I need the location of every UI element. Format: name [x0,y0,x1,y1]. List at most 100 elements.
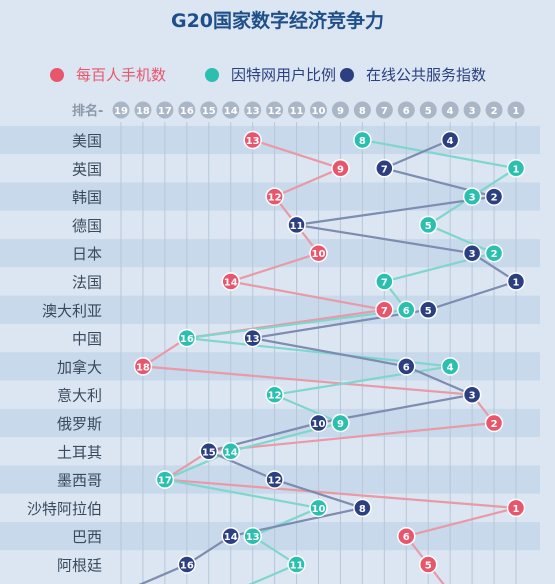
legend-item-online-service: 在线公共服务指数 [340,64,486,85]
data-label-2: 11 [290,221,304,232]
data-label-1: 16 [180,334,194,345]
legend: 每百人手机数 因特网用户比例 在线公共服务指数 [0,64,555,90]
rank-tick-label: 1 [513,106,520,117]
data-label-1: 13 [246,532,260,543]
data-point-2 [243,328,262,348]
data-label-1: 14 [224,447,238,458]
rank-tick-label: 14 [224,106,238,117]
rank-tick-label: 15 [202,106,216,117]
data-point-2 [375,159,394,178]
data-label-1: 5 [425,221,432,232]
rank-tick-label: 3 [469,106,476,117]
data-label-0: 13 [246,136,260,147]
country-label: 法国 [72,274,102,292]
legend-item-mobile: 每百人手机数 [50,64,166,85]
data-point-1 [287,555,306,574]
data-label-1: 3 [469,193,476,204]
rank-tick-circle [112,101,130,119]
data-label-2: 14 [224,532,238,543]
data-point-1 [397,300,416,320]
data-point-2 [484,187,504,206]
rank-tick-circle [288,101,306,119]
data-point-1 [353,130,372,150]
rank-tick-label: 4 [447,106,454,117]
rank-axis-label: 排名- [72,103,103,119]
data-point-2 [440,130,460,150]
data-label-0: 7 [381,306,388,317]
data-point-1 [243,526,262,546]
data-point-0 [309,243,328,263]
rank-tick-label: 10 [312,106,326,117]
rank-tick-label: 18 [136,106,150,117]
data-label-2: 16 [180,561,194,572]
legend-dot-mobile [50,67,64,82]
data-label-0: 10 [312,249,326,260]
rank-tick-label: 12 [268,106,282,117]
data-label-1: 11 [290,561,304,572]
country-label: 俄罗斯 [57,415,102,433]
rank-tick-label: 7 [381,106,388,117]
data-label-1: 12 [268,391,282,402]
data-point-2 [418,300,438,320]
data-point-2 [287,215,306,235]
data-label-2: 1 [513,278,520,289]
data-point-1 [155,470,175,489]
rank-tick-circle [331,101,349,119]
rank-tick-circle [310,101,327,119]
data-point-0 [375,300,394,320]
rank-tick-label: 17 [158,106,172,117]
data-label-1: 4 [447,362,454,373]
data-label-2: 2 [491,193,498,204]
data-label-1: 6 [403,306,410,317]
country-label: 美国 [72,132,102,150]
rank-tick-label: 8 [359,106,366,117]
data-point-1 [440,357,460,376]
data-point-1 [484,243,504,263]
data-label-1: 9 [337,419,344,430]
data-point-0 [221,272,240,291]
data-point-1 [221,442,240,461]
data-label-1: 7 [381,278,388,289]
rank-tick-label: 13 [246,106,260,117]
rank-tick-circle [463,101,481,119]
rank-tick-circle [156,101,174,119]
country-label: 土耳其 [57,443,102,461]
rank-tick-circle [375,101,393,119]
data-label-1: 1 [513,164,520,175]
data-point-0 [418,555,438,574]
data-point-2 [462,243,482,263]
data-point-1 [462,187,482,206]
data-point-2 [309,413,328,433]
rank-tick-label: 19 [114,106,128,117]
data-point-2 [462,385,482,404]
data-point-2 [199,442,219,461]
legend-label-internet: 因特网用户比例 [231,66,337,84]
data-point-1 [309,498,328,518]
data-point-0 [397,526,416,546]
data-label-2: 3 [469,391,476,402]
country-label: 中国 [72,330,102,348]
data-label-2: 12 [268,476,282,487]
country-label: 阿根廷 [57,557,102,575]
data-label-0: 9 [337,164,344,175]
rank-tick-circle [353,101,371,119]
legend-label-mobile: 每百人手机数 [76,66,167,84]
data-point-2 [177,555,197,574]
rank-tick-circle [397,101,415,119]
rank-tick-circle [222,101,240,119]
data-point-0 [243,130,262,150]
data-point-1 [375,272,394,291]
data-point-2 [265,470,284,489]
country-label: 韩国 [72,189,102,207]
data-point-0 [331,159,350,178]
data-point-2 [397,357,416,376]
country-label: 意大利 [57,387,102,405]
country-label: 日本 [72,245,102,263]
data-point-0 [506,498,526,518]
legend-dot-internet [205,67,219,82]
rank-tick-label: 11 [290,106,304,117]
data-label-0: 1 [513,504,520,515]
rank-tick-label: 6 [403,106,410,117]
rank-tick-circle [266,101,284,119]
